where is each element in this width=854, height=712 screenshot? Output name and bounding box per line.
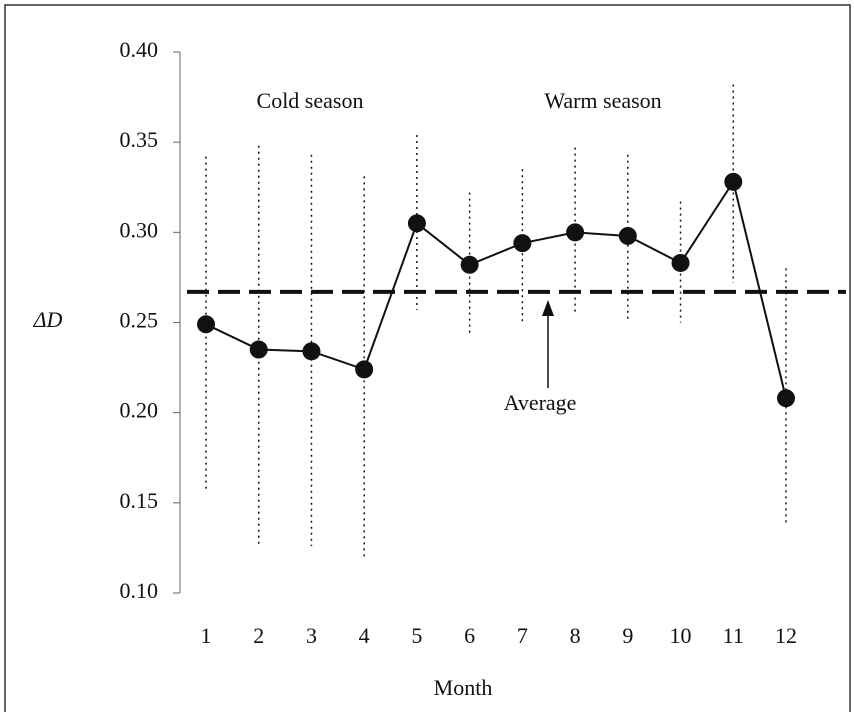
x-tick-label: 7 — [517, 623, 528, 648]
y-tick-label: 0.35 — [120, 127, 159, 152]
point — [355, 360, 374, 379]
point — [566, 223, 585, 242]
x-tick-label: 9 — [622, 623, 633, 648]
x-tick-label: 4 — [359, 623, 370, 648]
point — [671, 253, 690, 272]
y-tick-label: 0.25 — [120, 308, 159, 333]
x-tick-label: 10 — [670, 623, 692, 648]
point — [407, 214, 426, 233]
frame — [4, 4, 851, 712]
x-tick-label: 1 — [201, 623, 212, 648]
point — [460, 255, 479, 274]
y-tick-label: 0.20 — [120, 398, 159, 423]
average-label: Average — [504, 390, 577, 415]
y-tick-label: 0.40 — [120, 37, 159, 62]
point — [513, 234, 532, 253]
arrow-head — [542, 300, 554, 316]
point — [724, 172, 743, 191]
x-tick-label: 11 — [723, 623, 744, 648]
annotation: Cold season — [257, 88, 364, 113]
y-tick-label: 0.30 — [120, 217, 159, 242]
y-axis-label: ΔD — [33, 307, 63, 332]
x-axis-label: Month — [434, 675, 493, 700]
annotation: Warm season — [544, 88, 661, 113]
x-tick-label: 2 — [253, 623, 264, 648]
x-tick-label: 3 — [306, 623, 317, 648]
point — [777, 389, 795, 408]
x-tick-label: 8 — [570, 623, 581, 648]
x-tick-label: 6 — [464, 623, 475, 648]
y-tick-label: 0.10 — [120, 578, 159, 603]
x-tick-label: 5 — [411, 623, 422, 648]
point — [618, 226, 637, 245]
point — [197, 315, 215, 334]
x-tick-label: 12 — [775, 623, 797, 648]
point — [302, 342, 321, 361]
point — [249, 340, 268, 359]
y-tick-label: 0.15 — [120, 488, 159, 513]
